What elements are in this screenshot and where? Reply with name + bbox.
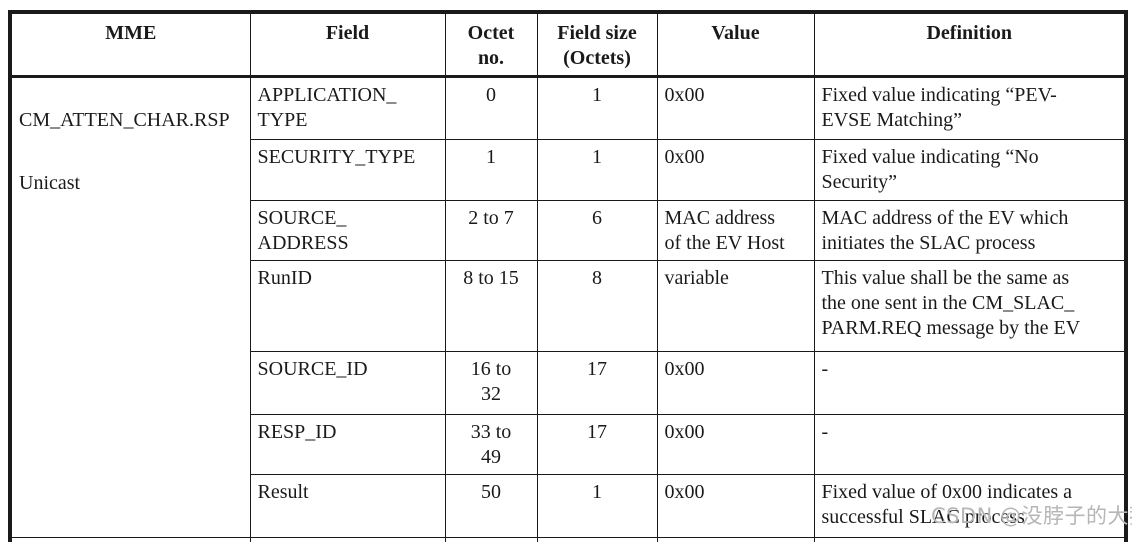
cell-octet — [444, 537, 538, 542]
cell-size: 6 — [536, 200, 658, 261]
cell-definition: Fixed value indicating “No Security” — [813, 139, 1127, 201]
cell-octet: 1 — [444, 139, 538, 201]
col-header-field: Field — [249, 11, 446, 78]
cell-size: 8 — [536, 260, 658, 352]
table-row-partial — [9, 537, 1127, 542]
cell-size: 1 — [536, 76, 658, 140]
table-row: Result 50 1 0x00 Fixed value of 0x00 ind… — [10, 474, 1127, 538]
cell-size: 1 — [536, 139, 658, 201]
cell-value: MAC address of the EV Host — [656, 200, 815, 261]
csdn-watermark: CSDN @没脖子的大鹅 — [931, 504, 1132, 528]
mme-message-name: CM_ATTEN_CHAR.RSP — [19, 109, 230, 131]
cell-octet: 33 to 49 — [444, 414, 538, 475]
cell-value — [656, 537, 815, 542]
cell-value: 0x00 — [656, 474, 815, 538]
col-header-value: Value — [656, 11, 815, 78]
cell-definition: Fixed value indicating “PEV- EVSE Matchi… — [813, 76, 1127, 140]
col-header-definition: Definition — [813, 11, 1127, 78]
table-row: SECURITY_TYPE 1 1 0x00 Fixed value indic… — [10, 139, 1127, 201]
mme-cast-type: Unicast — [19, 172, 81, 194]
cell-definition: This value shall be the same as the one … — [813, 260, 1127, 352]
cell-size: 17 — [536, 351, 658, 415]
header-row: MME Field Octet no. Field size (Octets) … — [9, 11, 1127, 78]
cell-size: 1 — [536, 474, 658, 538]
cell-octet: 0 — [444, 76, 538, 140]
cell-octet: 16 to 32 — [444, 351, 538, 415]
cell-definition: MAC address of the EV which initiates th… — [813, 200, 1127, 261]
cell-field: APPLICATION_ TYPE — [249, 76, 446, 140]
table-row: RESP_ID 33 to 49 17 0x00 - — [10, 414, 1127, 475]
table-row: SOURCE_ ADDRESS 2 to 7 6 MAC address of … — [10, 200, 1127, 261]
cell-field: RESP_ID — [249, 414, 446, 475]
cell-definition: - — [813, 351, 1127, 415]
table-row: RunID 8 to 15 8 variable This value shal… — [10, 260, 1127, 352]
cell-octet: 2 to 7 — [444, 200, 538, 261]
cell-size — [536, 537, 658, 542]
cell-field: SOURCE_ID — [249, 351, 446, 415]
cell-octet: 50 — [444, 474, 538, 538]
cell-value: 0x00 — [656, 414, 815, 475]
table-row: SOURCE_ID 16 to 32 17 0x00 - — [10, 351, 1127, 415]
col-header-octet-no: Octet no. — [444, 11, 538, 78]
cell-definition — [813, 537, 1127, 542]
cell-value: 0x00 — [656, 76, 815, 140]
cell-octet: 8 to 15 — [444, 260, 538, 352]
cell-field: SECURITY_TYPE — [249, 139, 446, 201]
mme-cell-next — [9, 537, 251, 542]
cell-field: Result — [249, 474, 446, 538]
mme-cell: CM_ATTEN_CHAR.RSP Unicast — [9, 76, 251, 538]
cell-definition: - — [813, 414, 1127, 475]
cell-value: 0x00 — [656, 139, 815, 201]
mme-spec-table: MME Field Octet no. Field size (Octets) … — [8, 10, 1128, 542]
cell-definition: Fixed value of 0x00 indicates a successf… — [813, 474, 1127, 538]
col-header-field-size: Field size (Octets) — [536, 11, 658, 78]
cell-size: 17 — [536, 414, 658, 475]
cell-value: variable — [656, 260, 815, 352]
cell-field: RunID — [249, 260, 446, 352]
table-row: CM_ATTEN_CHAR.RSP Unicast APPLICATION_ T… — [9, 76, 1127, 538]
col-header-mme: MME — [9, 11, 251, 78]
cell-value: 0x00 — [656, 351, 815, 415]
cell-field: SOURCE_ ADDRESS — [249, 200, 446, 261]
cell-field — [249, 537, 446, 542]
